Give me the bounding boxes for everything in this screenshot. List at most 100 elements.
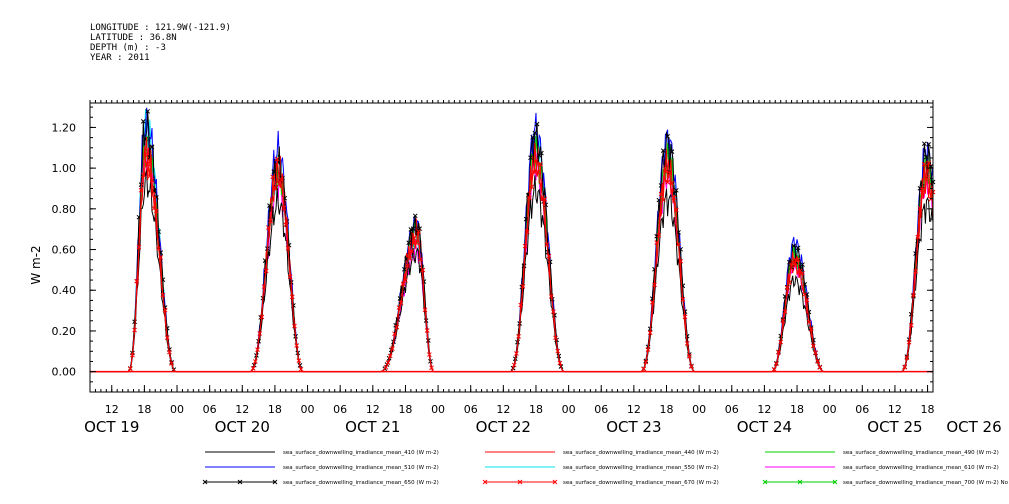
series-marker (782, 309, 788, 315)
series-marker (539, 150, 544, 156)
series-marker (669, 149, 675, 154)
series-marker (156, 246, 161, 251)
x-tick-label: 00 (170, 403, 184, 416)
legend-entry: sea_surface_downwelling_irradiance_mean_… (563, 480, 719, 486)
legend-entry: sea_surface_downwelling_irradiance_mean_… (563, 450, 719, 456)
series-marker (529, 184, 534, 190)
series-marker (542, 196, 548, 202)
series-marker (800, 262, 805, 267)
series-marker (671, 195, 677, 201)
series-marker (534, 121, 540, 127)
series-marker (800, 270, 805, 276)
plot-frame (89, 102, 934, 393)
series-marker (138, 187, 144, 193)
series-marker (134, 278, 140, 284)
series-marker (551, 309, 556, 315)
series-marker (557, 360, 563, 366)
series-marker (684, 333, 690, 339)
y-tick-label: 0.00 (52, 366, 77, 379)
series-marker (268, 218, 273, 224)
series-marker (514, 351, 519, 356)
series-marker (132, 319, 137, 325)
series-marker (287, 274, 293, 280)
series-marker (424, 328, 430, 333)
legend-entry: sea_surface_downwelling_irradiance_mean_… (843, 480, 1009, 486)
x-tick-label: 06 (855, 403, 869, 416)
series-marker (396, 305, 402, 310)
series-marker (257, 331, 263, 336)
series-marker (413, 240, 419, 246)
series-marker (149, 144, 155, 150)
axes: 0.00 0.20 0.40 0.60 0.80 1.00 1.20 12 18 00 06 12 18… (52, 100, 1002, 436)
series-marker (917, 205, 923, 211)
series-marker (778, 339, 784, 345)
series-marker (654, 240, 660, 245)
series-marker (810, 337, 816, 343)
series-marker (780, 318, 786, 324)
series-marker (647, 330, 653, 336)
depth-line: DEPTH (m) : -3 (90, 43, 166, 53)
x-date-label: OCT 26 (946, 418, 1001, 436)
series-marker (420, 267, 426, 273)
x-tick-label: 18 (660, 403, 674, 416)
longitude-line: LONGITUDE : 121.9W(-121.9) (90, 23, 231, 33)
series-marker (784, 285, 790, 291)
series-marker (532, 130, 538, 136)
series-marker (147, 173, 153, 179)
x-tick-label: 06 (725, 403, 739, 416)
series-marker (145, 161, 151, 167)
x-tick-label: 18 (790, 403, 804, 416)
series-marker (906, 339, 912, 345)
x-tick-label: 12 (496, 403, 510, 416)
series-marker (924, 175, 929, 180)
series-marker (533, 159, 539, 164)
series-marker (267, 203, 272, 208)
series-marker (405, 263, 410, 269)
series-marker (140, 119, 146, 124)
series-marker (673, 187, 679, 193)
series-marker (902, 364, 908, 370)
series-line-1 (90, 146, 934, 373)
legend-entry: sea_surface_downwelling_irradiance_mean_… (283, 480, 439, 486)
x-tick-label: 00 (562, 403, 576, 416)
series-marker (921, 141, 927, 147)
y-axis-label: W m-2 (29, 245, 43, 284)
series-marker (548, 294, 554, 299)
series-marker (412, 213, 418, 219)
series-marker (645, 347, 651, 352)
series-marker (650, 299, 655, 305)
series-marker (673, 207, 679, 213)
series-marker (140, 172, 146, 178)
series-marker (250, 366, 256, 371)
series-marker (546, 253, 552, 259)
series-line-3 (90, 107, 934, 373)
series-marker (553, 335, 558, 341)
x-tick-label: 12 (235, 403, 249, 416)
series-marker (272, 185, 278, 190)
legend-marker (797, 479, 803, 485)
series-line-5 (90, 143, 934, 373)
legend-entry: sea_surface_downwelling_irradiance_mean_… (563, 465, 719, 471)
series-marker (283, 222, 289, 228)
series-marker (522, 243, 528, 249)
series-marker (771, 367, 777, 372)
series-marker (643, 359, 649, 365)
series-marker (427, 352, 432, 357)
series-marker (926, 142, 932, 147)
series-marker (385, 360, 391, 365)
legend-marker (272, 479, 278, 485)
series-marker (791, 243, 797, 249)
series-marker (808, 326, 814, 332)
series-marker (390, 346, 395, 352)
series-marker (795, 257, 801, 263)
legend-entry: sea_surface_downwelling_irradiance_mean_… (283, 465, 439, 471)
x-tick-label: 18 (137, 403, 151, 416)
x-tick-label: 06 (203, 403, 217, 416)
x-tick-label: 00 (431, 403, 445, 416)
series-marker (652, 282, 657, 288)
x-date-label: OCT 20 (215, 418, 270, 436)
series-marker (160, 292, 166, 298)
series-marker (511, 362, 517, 368)
series-marker (132, 327, 137, 333)
series-marker (656, 197, 662, 203)
